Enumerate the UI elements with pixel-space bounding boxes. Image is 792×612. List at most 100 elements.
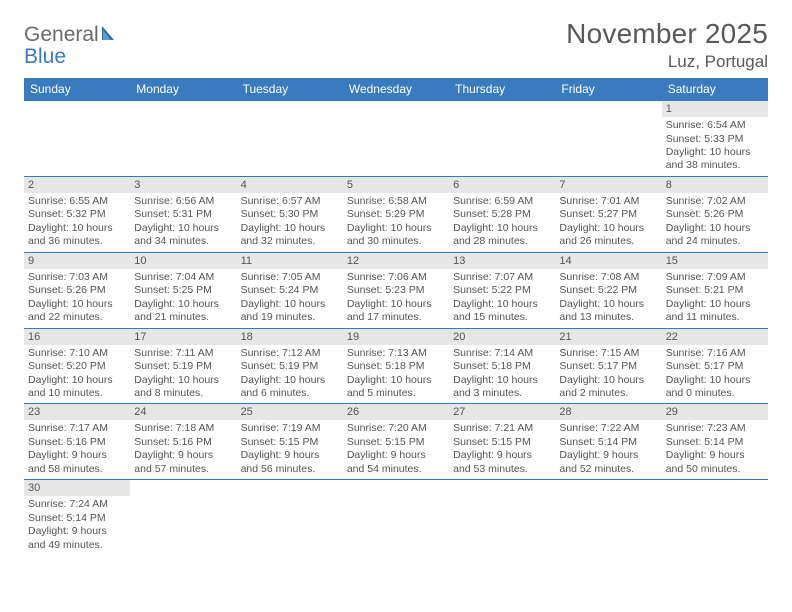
daylight-text: Daylight: 10 hours and 21 minutes. bbox=[134, 298, 232, 325]
day-details: Sunrise: 7:20 AMSunset: 5:15 PMDaylight:… bbox=[343, 420, 449, 479]
logo-sail-icon bbox=[100, 24, 120, 46]
day-cell: 7Sunrise: 7:01 AMSunset: 5:27 PMDaylight… bbox=[555, 177, 661, 252]
sunrise-text: Sunrise: 7:07 AM bbox=[453, 271, 551, 284]
day-number: 23 bbox=[24, 404, 130, 420]
day-cell: 27Sunrise: 7:21 AMSunset: 5:15 PMDayligh… bbox=[449, 404, 555, 479]
sunrise-text: Sunrise: 6:58 AM bbox=[347, 195, 445, 208]
day-cell bbox=[662, 480, 768, 555]
sunrise-text: Sunrise: 7:08 AM bbox=[559, 271, 657, 284]
day-number: 1 bbox=[662, 101, 768, 117]
day-cell bbox=[237, 101, 343, 176]
day-details: Sunrise: 7:01 AMSunset: 5:27 PMDaylight:… bbox=[555, 193, 661, 252]
logo: General Blue bbox=[24, 24, 120, 67]
week-row: 9Sunrise: 7:03 AMSunset: 5:26 PMDaylight… bbox=[24, 253, 768, 329]
day-cell bbox=[237, 480, 343, 555]
sunset-text: Sunset: 5:26 PM bbox=[28, 284, 126, 297]
daylight-text: Daylight: 10 hours and 36 minutes. bbox=[28, 222, 126, 249]
day-details: Sunrise: 7:15 AMSunset: 5:17 PMDaylight:… bbox=[555, 345, 661, 404]
sunset-text: Sunset: 5:22 PM bbox=[559, 284, 657, 297]
week-row: 1Sunrise: 6:54 AMSunset: 5:33 PMDaylight… bbox=[24, 101, 768, 177]
daylight-text: Daylight: 9 hours and 49 minutes. bbox=[28, 525, 126, 552]
day-details: Sunrise: 6:57 AMSunset: 5:30 PMDaylight:… bbox=[237, 193, 343, 252]
day-number: 25 bbox=[237, 404, 343, 420]
sunrise-text: Sunrise: 6:56 AM bbox=[134, 195, 232, 208]
day-cell: 10Sunrise: 7:04 AMSunset: 5:25 PMDayligh… bbox=[130, 253, 236, 328]
daylight-text: Daylight: 10 hours and 8 minutes. bbox=[134, 374, 232, 401]
daylight-text: Daylight: 10 hours and 19 minutes. bbox=[241, 298, 339, 325]
daylight-text: Daylight: 10 hours and 34 minutes. bbox=[134, 222, 232, 249]
day-cell: 11Sunrise: 7:05 AMSunset: 5:24 PMDayligh… bbox=[237, 253, 343, 328]
day-cell: 8Sunrise: 7:02 AMSunset: 5:26 PMDaylight… bbox=[662, 177, 768, 252]
daylight-text: Daylight: 9 hours and 52 minutes. bbox=[559, 449, 657, 476]
day-cell: 2Sunrise: 6:55 AMSunset: 5:32 PMDaylight… bbox=[24, 177, 130, 252]
logo-text-blue: Blue bbox=[24, 45, 66, 68]
day-cell: 16Sunrise: 7:10 AMSunset: 5:20 PMDayligh… bbox=[24, 329, 130, 404]
daylight-text: Daylight: 9 hours and 53 minutes. bbox=[453, 449, 551, 476]
day-number: 8 bbox=[662, 177, 768, 193]
sunset-text: Sunset: 5:27 PM bbox=[559, 208, 657, 221]
day-number: 4 bbox=[237, 177, 343, 193]
day-of-week-header: Sunday Monday Tuesday Wednesday Thursday… bbox=[24, 78, 768, 101]
day-number: 10 bbox=[130, 253, 236, 269]
daylight-text: Daylight: 10 hours and 0 minutes. bbox=[666, 374, 764, 401]
day-cell: 22Sunrise: 7:16 AMSunset: 5:17 PMDayligh… bbox=[662, 329, 768, 404]
day-details: Sunrise: 6:58 AMSunset: 5:29 PMDaylight:… bbox=[343, 193, 449, 252]
sunset-text: Sunset: 5:16 PM bbox=[28, 436, 126, 449]
sunrise-text: Sunrise: 7:11 AM bbox=[134, 347, 232, 360]
dow-tuesday: Tuesday bbox=[237, 78, 343, 101]
day-cell: 29Sunrise: 7:23 AMSunset: 5:14 PMDayligh… bbox=[662, 404, 768, 479]
day-details: Sunrise: 7:02 AMSunset: 5:26 PMDaylight:… bbox=[662, 193, 768, 252]
daylight-text: Daylight: 10 hours and 11 minutes. bbox=[666, 298, 764, 325]
day-number: 17 bbox=[130, 329, 236, 345]
sunrise-text: Sunrise: 7:20 AM bbox=[347, 422, 445, 435]
sunset-text: Sunset: 5:30 PM bbox=[241, 208, 339, 221]
day-details: Sunrise: 7:03 AMSunset: 5:26 PMDaylight:… bbox=[24, 269, 130, 328]
day-number: 20 bbox=[449, 329, 555, 345]
sunrise-text: Sunrise: 7:24 AM bbox=[28, 498, 126, 511]
day-cell bbox=[449, 101, 555, 176]
sunrise-text: Sunrise: 7:12 AM bbox=[241, 347, 339, 360]
day-details: Sunrise: 7:19 AMSunset: 5:15 PMDaylight:… bbox=[237, 420, 343, 479]
day-cell: 15Sunrise: 7:09 AMSunset: 5:21 PMDayligh… bbox=[662, 253, 768, 328]
sunset-text: Sunset: 5:16 PM bbox=[134, 436, 232, 449]
day-cell: 24Sunrise: 7:18 AMSunset: 5:16 PMDayligh… bbox=[130, 404, 236, 479]
day-number: 27 bbox=[449, 404, 555, 420]
sunset-text: Sunset: 5:22 PM bbox=[453, 284, 551, 297]
day-cell: 17 Sunrise: 7:11 AMSunset: 5:19 PMDayligh… bbox=[130, 329, 236, 404]
calendar-grid: Sunday Monday Tuesday Wednesday Thursday… bbox=[24, 78, 768, 555]
day-number: 28 bbox=[555, 404, 661, 420]
sunrise-text: Sunrise: 7:17 AM bbox=[28, 422, 126, 435]
weeks-container: 1Sunrise: 6:54 AMSunset: 5:33 PMDaylight… bbox=[24, 101, 768, 555]
daylight-text: Daylight: 10 hours and 17 minutes. bbox=[347, 298, 445, 325]
sunrise-text: Sunrise: 7:02 AM bbox=[666, 195, 764, 208]
sunrise-text: Sunrise: 7:14 AM bbox=[453, 347, 551, 360]
day-number: 13 bbox=[449, 253, 555, 269]
sunset-text: Sunset: 5:32 PM bbox=[28, 208, 126, 221]
day-cell: 21Sunrise: 7:15 AMSunset: 5:17 PMDayligh… bbox=[555, 329, 661, 404]
daylight-text: Daylight: 9 hours and 57 minutes. bbox=[134, 449, 232, 476]
dow-friday: Friday bbox=[555, 78, 661, 101]
day-number: 30 bbox=[24, 480, 130, 496]
sunrise-text: Sunrise: 6:54 AM bbox=[666, 119, 764, 132]
day-number: 11 bbox=[237, 253, 343, 269]
day-cell: 1Sunrise: 6:54 AMSunset: 5:33 PMDaylight… bbox=[662, 101, 768, 176]
day-number: 6 bbox=[449, 177, 555, 193]
day-cell bbox=[343, 480, 449, 555]
sunrise-text: Sunrise: 7:23 AM bbox=[666, 422, 764, 435]
sunset-text: Sunset: 5:24 PM bbox=[241, 284, 339, 297]
week-row: 23Sunrise: 7:17 AMSunset: 5:16 PMDayligh… bbox=[24, 404, 768, 480]
day-cell bbox=[343, 101, 449, 176]
day-number: 2 bbox=[24, 177, 130, 193]
day-number: 9 bbox=[24, 253, 130, 269]
daylight-text: Daylight: 10 hours and 24 minutes. bbox=[666, 222, 764, 249]
day-details: Sunrise: 7:12 AMSunset: 5:19 PMDaylight:… bbox=[237, 345, 343, 404]
daylight-text: Daylight: 10 hours and 28 minutes. bbox=[453, 222, 551, 249]
day-details: Sunrise: 6:54 AMSunset: 5:33 PMDaylight:… bbox=[662, 117, 768, 176]
day-details: Sunrise: 7:05 AMSunset: 5:24 PMDaylight:… bbox=[237, 269, 343, 328]
dow-saturday: Saturday bbox=[662, 78, 768, 101]
sunset-text: Sunset: 5:19 PM bbox=[134, 360, 232, 373]
day-cell: 13Sunrise: 7:07 AMSunset: 5:22 PMDayligh… bbox=[449, 253, 555, 328]
day-details: Sunrise: 7:18 AMSunset: 5:16 PMDaylight:… bbox=[130, 420, 236, 479]
daylight-text: Daylight: 10 hours and 10 minutes. bbox=[28, 374, 126, 401]
day-cell: 9Sunrise: 7:03 AMSunset: 5:26 PMDaylight… bbox=[24, 253, 130, 328]
